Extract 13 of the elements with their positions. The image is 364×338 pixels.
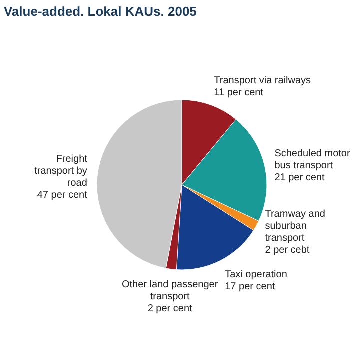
- data-label: 17 per cent: [225, 282, 276, 293]
- slice-label: Transport via railways: [214, 76, 312, 87]
- data-label: 47 per cent: [37, 190, 88, 202]
- slice-label: Scheduled motor bus transport: [274, 148, 351, 172]
- data-label: 2 per cent: [148, 303, 193, 314]
- data-label: 2 per cebt: [265, 244, 310, 256]
- slice-label: Other land passenger transport: [122, 279, 219, 302]
- data-label: 11 per cent: [214, 88, 264, 99]
- chart-title: Value-added. Lokal KAUs. 2005: [4, 4, 197, 19]
- slice-label: Freight transport by road: [34, 154, 88, 190]
- slice-label: Tramway and suburban transport: [265, 208, 326, 244]
- data-label: 21 per cent: [274, 172, 325, 184]
- slice-label: Taxi operation: [225, 270, 288, 281]
